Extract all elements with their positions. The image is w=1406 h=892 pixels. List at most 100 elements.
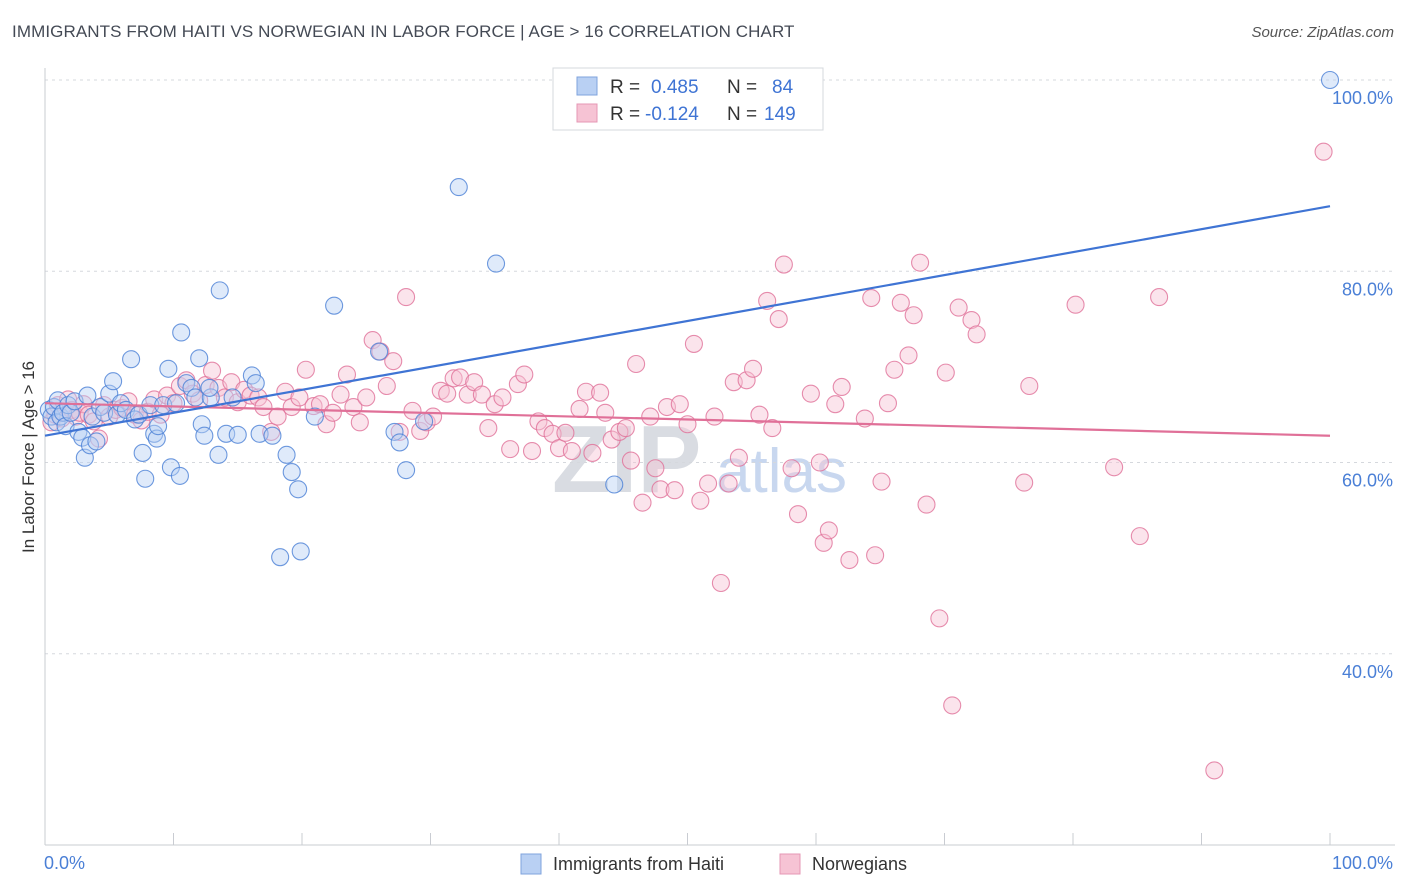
point-norwegians xyxy=(377,376,396,396)
point-norwegians xyxy=(750,405,769,424)
point-haiti xyxy=(104,372,123,391)
point-haiti xyxy=(415,412,434,431)
point-norwegians xyxy=(641,407,660,426)
point-norwegians xyxy=(576,382,596,401)
point-haiti xyxy=(271,548,290,567)
point-norwegians xyxy=(819,521,838,540)
point-norwegians xyxy=(562,441,581,461)
chart-title: IMMIGRANTS FROM HAITI VS NORWEGIAN IN LA… xyxy=(12,22,795,41)
point-norwegians xyxy=(397,288,416,307)
legend-n-label: N = xyxy=(727,77,757,98)
correlation-legend: R = 0.485 N = 84 R = -0.124 N = 149 xyxy=(552,67,824,131)
point-norwegians xyxy=(943,696,962,715)
point-norwegians xyxy=(390,422,409,441)
point-norwegians xyxy=(1314,142,1333,161)
point-norwegians xyxy=(691,491,710,510)
point-haiti xyxy=(282,463,301,482)
point-norwegians xyxy=(810,453,829,472)
point-haiti xyxy=(370,342,389,361)
point-norwegians xyxy=(596,403,615,422)
point-haiti xyxy=(605,475,624,494)
point-norwegians xyxy=(556,423,575,442)
point-norwegians xyxy=(801,384,820,403)
point-haiti xyxy=(325,296,344,315)
point-norwegians xyxy=(1015,473,1034,492)
point-norwegians xyxy=(438,384,457,403)
point-haiti xyxy=(177,374,196,393)
point-norwegians xyxy=(699,474,718,493)
point-norwegians xyxy=(444,369,463,388)
point-norwegians xyxy=(384,352,403,371)
point-norwegians xyxy=(254,397,273,417)
point-norwegians xyxy=(646,459,665,478)
point-norwegians xyxy=(583,443,602,462)
point-norwegians xyxy=(290,388,309,407)
point-haiti xyxy=(200,378,219,397)
y-tick-label: 40.0% xyxy=(1342,662,1393,682)
point-norwegians xyxy=(633,493,652,512)
point-haiti xyxy=(291,542,310,561)
point-haiti xyxy=(167,394,186,413)
point-norwegians xyxy=(832,377,851,397)
point-norwegians xyxy=(1205,761,1224,780)
point-norwegians xyxy=(872,472,891,491)
point-norwegians xyxy=(616,419,635,438)
point-haiti xyxy=(449,178,468,197)
bottom-legend-label-haiti: Immigrants from Haiti xyxy=(553,854,724,874)
point-haiti xyxy=(1320,70,1340,90)
point-norwegians xyxy=(866,546,885,565)
grid-lines xyxy=(45,79,1395,655)
legend-r-label: R = xyxy=(610,77,640,98)
point-norwegians xyxy=(1020,376,1039,396)
point-norwegians xyxy=(862,288,881,308)
point-haiti xyxy=(133,443,152,462)
point-norwegians xyxy=(651,480,670,499)
point-norwegians xyxy=(917,495,936,514)
point-haiti xyxy=(305,407,324,426)
point-norwegians xyxy=(203,361,222,380)
point-norwegians xyxy=(451,368,470,387)
point-norwegians xyxy=(826,395,845,414)
legend-swatch-haiti xyxy=(576,76,598,96)
point-norwegians xyxy=(788,505,808,524)
point-norwegians xyxy=(904,306,923,325)
point-haiti xyxy=(210,281,229,300)
point-norwegians xyxy=(878,394,898,413)
point-norwegians xyxy=(485,395,504,414)
legend-n-label: N = xyxy=(727,104,757,125)
series-haiti xyxy=(39,70,1340,567)
point-haiti xyxy=(385,422,404,441)
source-label: Source: ZipAtlas.com xyxy=(1251,24,1394,41)
point-haiti xyxy=(159,359,178,378)
point-norwegians xyxy=(1105,458,1124,477)
point-norwegians xyxy=(296,360,315,379)
point-norwegians xyxy=(1130,527,1149,546)
point-norwegians xyxy=(729,448,748,467)
point-haiti xyxy=(87,432,106,451)
point-haiti xyxy=(122,350,141,369)
point-haiti xyxy=(172,323,191,342)
point-haiti xyxy=(83,407,102,426)
point-norwegians xyxy=(357,388,376,407)
series-legend: Immigrants from Haiti Norwegians xyxy=(520,853,907,875)
point-norwegians xyxy=(705,407,724,426)
y-tick-label: 80.0% xyxy=(1342,279,1393,299)
point-norwegians xyxy=(763,419,782,438)
point-norwegians xyxy=(1150,288,1169,307)
point-norwegians xyxy=(479,419,498,438)
y-axis-label: In Labor Force | Age > 16 xyxy=(19,361,38,553)
point-norwegians xyxy=(930,609,949,628)
point-norwegians xyxy=(529,412,548,431)
point-norwegians xyxy=(337,365,357,384)
point-haiti xyxy=(192,415,211,434)
watermark-zip: ZIP xyxy=(552,406,701,513)
point-haiti xyxy=(209,445,228,464)
point-norwegians xyxy=(782,459,801,478)
point-norwegians xyxy=(602,430,621,449)
point-haiti xyxy=(263,426,282,445)
x-axis-ticks xyxy=(44,833,1331,845)
point-haiti xyxy=(136,469,155,488)
point-norwegians xyxy=(967,325,986,344)
point-haiti xyxy=(182,378,201,397)
point-norwegians xyxy=(684,334,703,353)
